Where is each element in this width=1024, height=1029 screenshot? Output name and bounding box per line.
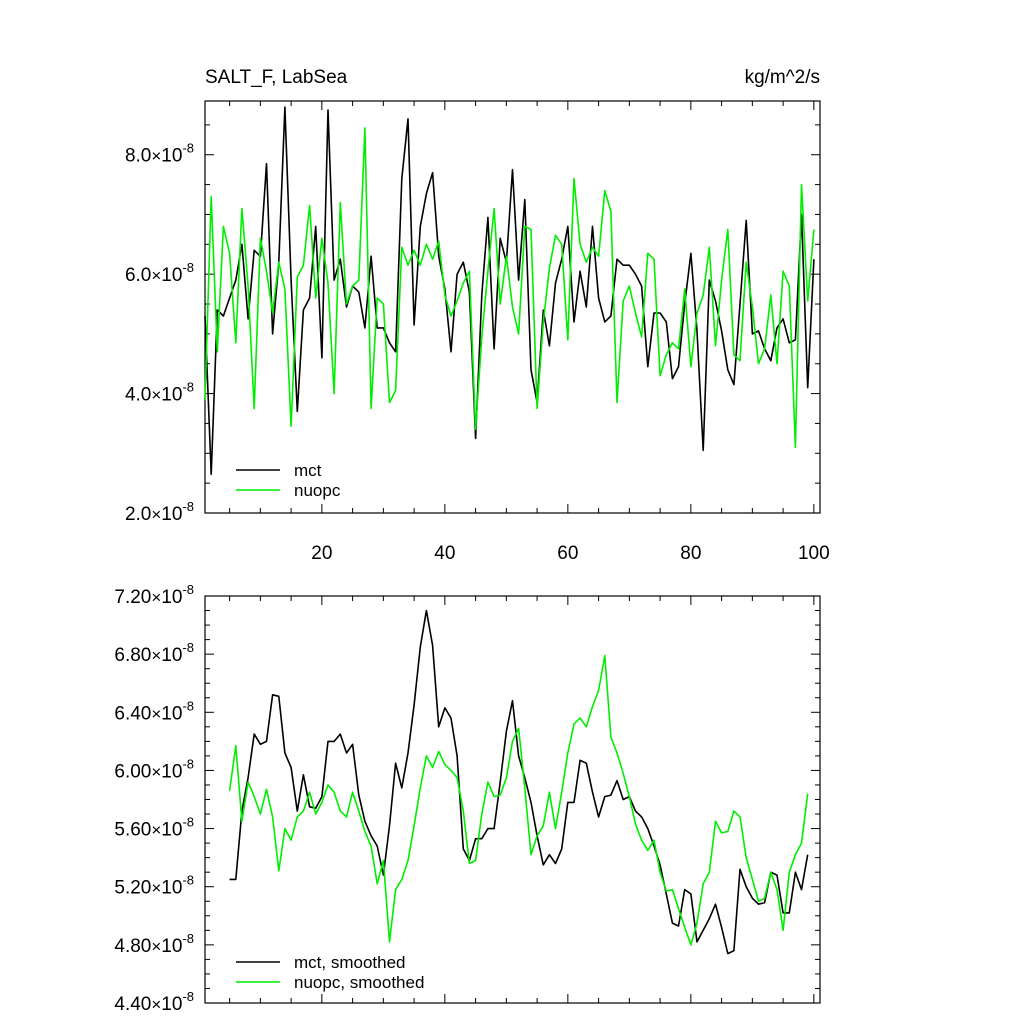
plot-frame	[204, 595, 821, 1004]
y-tick-label: 4.40×10-8	[114, 989, 194, 1015]
legend-label: mct, smoothed	[294, 953, 406, 972]
y-tick-label: 4.0×10-8	[125, 380, 194, 406]
bottom-panel-salt-flux-smoothed: 4.40×10-8 4.80×10-8 5.20×10-8 5.60×10-8 6.00…	[114, 582, 821, 1015]
x-tick-label: 40	[434, 543, 455, 564]
plot-frame	[204, 100, 821, 514]
chart-title: SALT_F, LabSea	[205, 67, 348, 88]
legend-label: mct	[294, 461, 322, 480]
legend-label: nuopc, smoothed	[294, 973, 424, 992]
x-tick-label: 20	[311, 543, 332, 564]
y-tick-label: 8.0×10-8	[125, 141, 194, 167]
x-tick-label: 60	[557, 543, 578, 564]
x-tick-label: 100	[798, 543, 830, 564]
y-tick-label: 6.0×10-8	[125, 260, 194, 286]
y-tick-label: 2.0×10-8	[125, 499, 194, 525]
x-tick-label: 80	[680, 543, 701, 564]
top-panel-salt-flux-raw: SALT_F, LabSea kg/m^2/s 20 40 60 80 100 2.0×1…	[125, 67, 830, 564]
y-tick-label: 5.20×10-8	[114, 873, 194, 899]
series-line-nuopc	[204, 127, 815, 449]
y-tick-label: 6.00×10-8	[114, 756, 194, 782]
series-line-nuopc	[228, 654, 809, 946]
legend-label: nuopc	[294, 481, 341, 500]
y-tick-label: 4.80×10-8	[114, 931, 194, 957]
y-tick-label: 6.40×10-8	[114, 698, 194, 724]
chart-units: kg/m^2/s	[745, 67, 820, 88]
y-tick-label: 5.60×10-8	[114, 815, 194, 841]
y-tick-label: 6.80×10-8	[114, 640, 194, 666]
y-tick-label: 7.20×10-8	[114, 582, 194, 608]
series-line-mct	[229, 609, 809, 955]
